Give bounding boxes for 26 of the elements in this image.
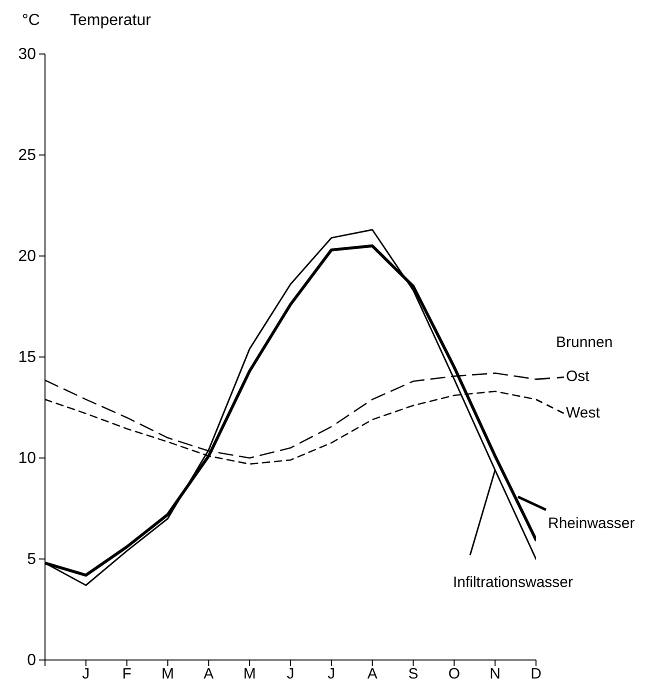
legend-label: West bbox=[566, 404, 601, 422]
y-tick-label: 25 bbox=[18, 147, 36, 164]
x-tick-label: D bbox=[530, 666, 542, 683]
x-tick-label: J bbox=[82, 666, 90, 683]
x-tick-label: S bbox=[408, 666, 418, 683]
x-tick-label: M bbox=[162, 666, 174, 683]
y-tick-label: 10 bbox=[18, 450, 36, 467]
x-tick-label: O bbox=[448, 666, 460, 683]
x-tick-label: M bbox=[243, 666, 256, 683]
text: Brunnen bbox=[556, 334, 613, 352]
series-label: Rheinwasser bbox=[548, 514, 635, 532]
y-tick-label: 5 bbox=[27, 551, 36, 568]
legend-label: Ost bbox=[566, 368, 590, 386]
y-tick-label: 15 bbox=[18, 349, 36, 366]
x-tick-label: F bbox=[122, 666, 132, 683]
x-tick-label: A bbox=[367, 666, 378, 683]
y-tick-label: 30 bbox=[18, 46, 36, 63]
x-tick-label: J bbox=[286, 666, 294, 683]
x-tick-label: J bbox=[328, 666, 336, 683]
y-axis-title: Temperatur bbox=[70, 12, 151, 30]
x-tick-label: N bbox=[490, 666, 501, 683]
text: Infiltrationswasser bbox=[452, 574, 574, 591]
y-tick-label: 0 bbox=[27, 652, 36, 669]
x-tick-label: A bbox=[204, 666, 214, 683]
y-tick-label: 20 bbox=[18, 248, 36, 265]
text: °C bbox=[22, 12, 40, 30]
